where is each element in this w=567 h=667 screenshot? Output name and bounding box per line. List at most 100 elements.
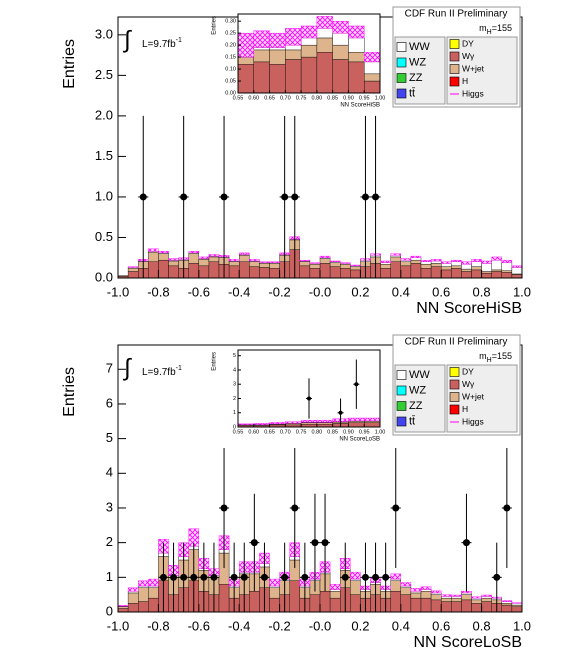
histogram-bar — [148, 597, 159, 613]
histogram-bar — [249, 259, 260, 262]
x-tick-label: 0.80 — [312, 95, 323, 101]
histogram-bar — [430, 260, 442, 264]
histogram-bar — [253, 30, 270, 48]
data-point — [338, 410, 343, 415]
data-point — [139, 193, 147, 201]
histogram-bar — [410, 257, 422, 261]
histogram-bar — [148, 248, 159, 252]
histogram-bar — [451, 596, 462, 599]
legend-label: Wγ — [462, 51, 475, 61]
y-tick-label: 0 — [233, 424, 236, 430]
y-tick-label: 3.0 — [95, 26, 113, 41]
histogram-bar — [348, 61, 365, 94]
histogram-bar — [249, 266, 260, 279]
y-tick-label: 2.5 — [95, 67, 113, 82]
histogram-bar — [269, 587, 280, 599]
histogram-bar — [430, 266, 442, 279]
legend-label: Higgs — [462, 88, 484, 98]
histogram-bar — [148, 261, 159, 279]
histogram-bar — [237, 423, 254, 425]
histogram-bar — [350, 266, 361, 271]
histogram-bar — [198, 259, 210, 267]
x-tick-label: -0.2 — [268, 618, 290, 633]
histogram-bar — [269, 49, 286, 65]
histogram-bar — [441, 261, 452, 264]
data-point — [291, 504, 299, 512]
histogram-bar — [332, 44, 349, 60]
y-tick-label: 2.0 — [95, 107, 113, 122]
lumi-text: L=9.7fb — [142, 39, 176, 50]
x-tick-label: 0.90 — [343, 95, 354, 101]
histogram-bar — [259, 261, 270, 263]
histogram-bar — [168, 265, 179, 279]
legend-swatch — [396, 73, 407, 83]
histogram-bar — [188, 263, 199, 279]
histogram-bar — [430, 259, 442, 262]
histogram-bar — [309, 268, 321, 279]
x-tick-label: 0.85 — [327, 95, 338, 101]
histogram-bar — [208, 256, 220, 262]
histogram-bar — [348, 417, 365, 422]
legend-label: WW — [409, 369, 430, 381]
histogram-bar — [332, 32, 349, 46]
x-tick-label: -0.8 — [147, 284, 169, 299]
mass-text: =155 — [492, 23, 512, 33]
histogram-bar — [300, 422, 318, 425]
histogram-bar — [309, 262, 321, 264]
histogram-bar — [501, 604, 513, 613]
histogram-bar — [168, 260, 179, 267]
histogram-bar — [269, 268, 280, 279]
x-tick-label: 0.8 — [473, 284, 491, 299]
histogram-bar — [332, 59, 349, 94]
histogram-bar — [451, 594, 462, 597]
histogram-bar — [501, 270, 513, 273]
histogram-bar — [350, 269, 361, 279]
histogram-bar — [316, 28, 333, 39]
histogram-bar — [364, 61, 381, 75]
histogram-bar — [410, 597, 422, 613]
lumi-text: L=9.7fb — [142, 367, 176, 378]
histogram-bar — [340, 264, 351, 269]
histogram-bar — [127, 271, 139, 279]
lumi-superscript: -1 — [176, 37, 182, 44]
histogram-bar — [471, 599, 482, 604]
histogram-bar — [364, 73, 381, 82]
legend-swatch — [449, 392, 460, 402]
histogram-bar — [471, 596, 482, 599]
histogram-bar — [364, 52, 381, 63]
histogram-bar — [148, 578, 159, 587]
histogram-bar — [137, 601, 149, 613]
y-axis-label: Entries — [212, 352, 218, 371]
histogram-bar — [481, 601, 492, 613]
data-point — [341, 573, 349, 581]
plot-frame — [237, 349, 381, 428]
histogram-bar — [350, 578, 361, 581]
histogram-bar — [228, 261, 240, 267]
x-tick-label: -1.0 — [107, 284, 129, 299]
histogram-bar — [420, 261, 432, 265]
histogram-bar — [309, 264, 321, 269]
legend-swatch — [396, 416, 407, 427]
histogram-bar — [300, 419, 318, 423]
histogram-bar — [451, 261, 462, 267]
histogram-bar — [461, 264, 472, 270]
data-point — [354, 382, 359, 387]
histogram-bar — [451, 597, 462, 602]
histogram-bar — [208, 254, 220, 257]
histogram-bar — [329, 266, 341, 279]
data-point — [361, 193, 369, 201]
x-tick-label: -0.2 — [268, 284, 290, 299]
legend-swatch — [449, 367, 460, 377]
data-point — [190, 573, 198, 581]
histogram-bar — [481, 272, 492, 279]
histogram-bar — [481, 597, 492, 602]
x-tick-label: -0.4 — [228, 618, 250, 633]
data-point — [220, 193, 228, 201]
legend-label: W+jet — [462, 391, 485, 401]
x-tick-label: 0.95 — [359, 95, 370, 101]
histogram-bar — [228, 265, 240, 279]
mass-subscript: H — [487, 357, 492, 364]
histogram-bar — [269, 585, 280, 588]
y-tick-label: 4 — [233, 367, 236, 373]
histogram-bar — [299, 261, 311, 267]
